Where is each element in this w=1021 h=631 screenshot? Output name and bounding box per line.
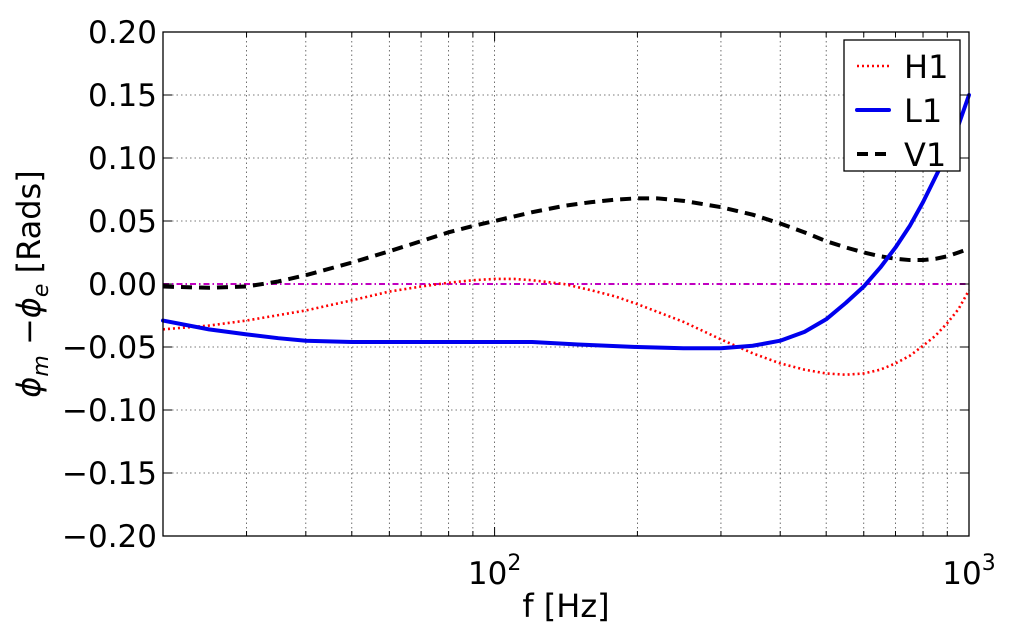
legend-box	[843, 39, 961, 172]
x-tick-label: 103	[942, 551, 995, 592]
y-tick-label: 0.05	[88, 204, 157, 240]
x-tick-label-exponent: 3	[982, 551, 996, 576]
series-line-h1	[162, 277, 971, 377]
series-layer	[161, 93, 971, 377]
y-tick-label: −0.05	[62, 330, 157, 366]
legend-label-l1: L1	[904, 92, 942, 130]
y-tick-label: −0.10	[62, 393, 157, 429]
y-tick-label: 0.10	[88, 141, 157, 177]
y-axis-title-part: −ϕ	[10, 297, 48, 355]
y-axis-title-text: ϕm −ϕe [Rads]	[10, 170, 54, 397]
y-axis-title-subscript: e	[29, 284, 54, 298]
y-tick-label: 0.20	[88, 15, 157, 51]
x-tick-label-base: 10	[468, 556, 507, 592]
series-line-v1	[162, 196, 970, 290]
tick-labels: 0.20 0.15 0.10 0.05 0.00 −0.05 −0.10 −0.15 −0.20…	[62, 15, 996, 592]
x-tick-label-base: 10	[942, 556, 981, 592]
y-axis-title: ϕm −ϕe [Rads]	[10, 170, 54, 397]
y-axis-title-part: [Rads]	[10, 170, 48, 283]
legend-label-h1: H1	[904, 48, 948, 86]
y-axis-title-subscript: m	[29, 355, 54, 376]
x-tick-label: 102	[468, 551, 521, 592]
y-tick-label: 0.15	[88, 78, 157, 114]
y-tick-label: −0.15	[62, 456, 157, 492]
x-axis-title: f [Hz]	[522, 587, 609, 625]
y-axis-title-part: ϕ	[10, 377, 48, 398]
series-line-l1	[161, 93, 971, 351]
x-tick-label-exponent: 2	[507, 551, 521, 576]
y-tick-label: −0.20	[62, 519, 157, 555]
legend-label-v1: V1	[904, 136, 946, 174]
y-tick-label: 0.00	[88, 267, 157, 303]
legend: H1 L1 V1	[843, 39, 961, 174]
ticks	[162, 31, 970, 537]
